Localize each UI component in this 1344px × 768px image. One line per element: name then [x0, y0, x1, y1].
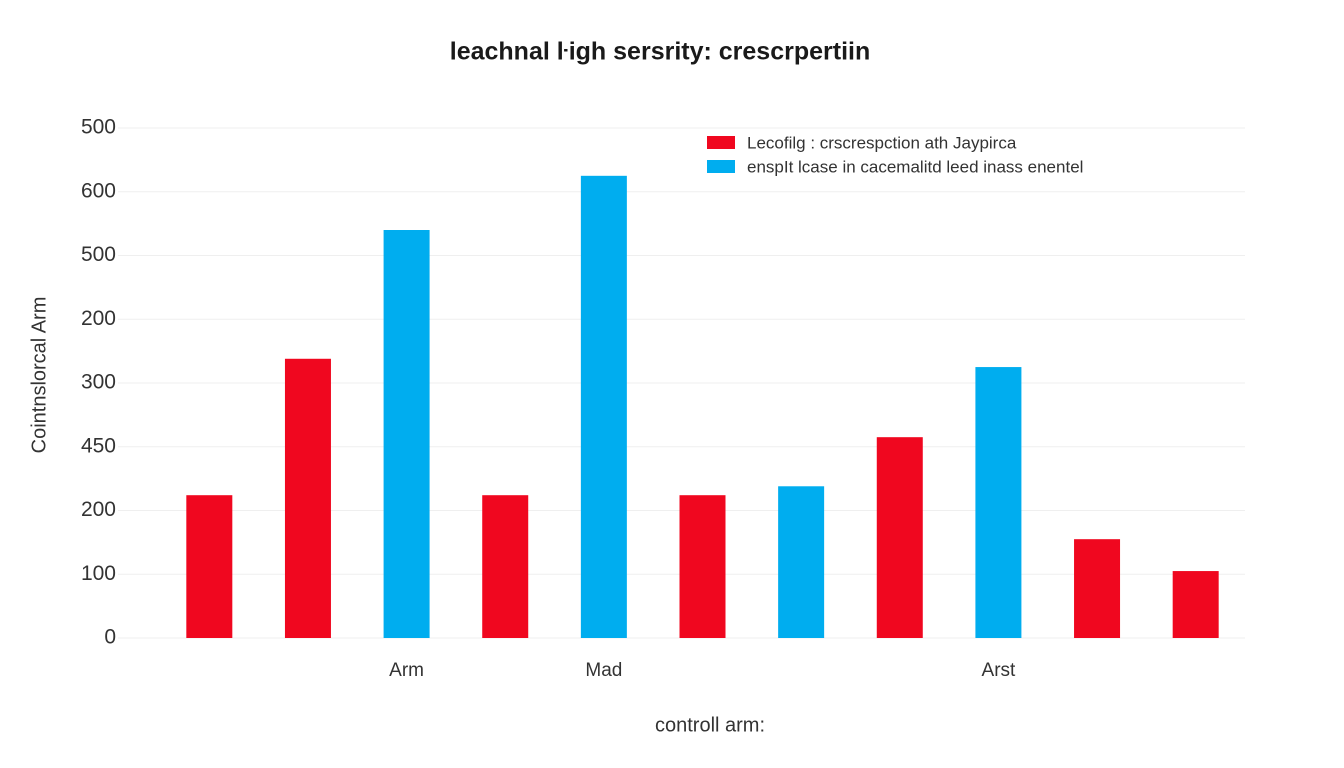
bar [580, 175, 627, 638]
bar [778, 486, 825, 638]
bar [876, 437, 923, 638]
y-tick-label: 100 [81, 562, 116, 585]
bar [679, 495, 726, 638]
y-tick-label: 600 [81, 179, 116, 202]
bar [482, 495, 529, 638]
x-tick-label: Mad [585, 660, 622, 681]
y-tick-label: 200 [81, 307, 116, 330]
legend-swatch [707, 136, 735, 149]
bar [975, 367, 1022, 638]
bar [1172, 571, 1219, 638]
x-tick-label: Arm [389, 660, 424, 681]
x-tick-label: Arst [982, 660, 1017, 681]
legend-label: Lecofilg : crscrespction ath Jaypirca [747, 133, 1017, 152]
x-axis-title: controll arm: [655, 714, 765, 736]
bar [284, 358, 331, 638]
y-tick-label: 500 [81, 243, 116, 266]
y-tick-label: 200 [81, 498, 116, 521]
chart-title: leachnal ŀigh sersrity: crescrpertiin [450, 38, 870, 66]
y-tick-label: 300 [81, 371, 116, 394]
y-tick-label: 500 [81, 116, 116, 139]
bar [1074, 539, 1121, 638]
y-tick-label: 0 [104, 626, 116, 649]
legend-swatch [707, 160, 735, 173]
y-axis-title: Cointnslorcal Arm [28, 297, 50, 454]
bar [186, 495, 233, 638]
legend-label: enspIt lcase in cacemalitd leed inass en… [747, 157, 1083, 176]
bar [383, 230, 430, 638]
y-tick-label: 450 [81, 434, 116, 457]
